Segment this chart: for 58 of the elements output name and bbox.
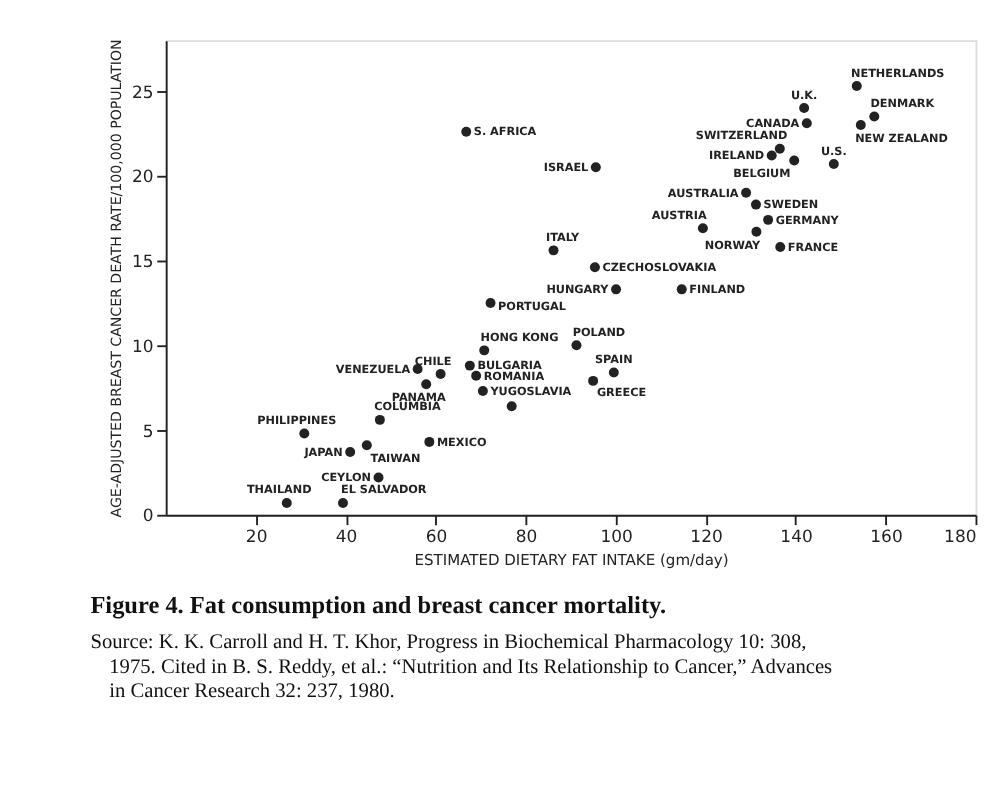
point (751, 226, 762, 237)
point (374, 414, 385, 425)
y-tick-label: 25 (131, 81, 154, 102)
point (435, 369, 446, 380)
point (589, 262, 600, 273)
text: Figure 4. Fat consumption and breast cancer mortality. (90, 590, 667, 619)
x-tick-label: 140 (780, 526, 813, 547)
point (299, 428, 310, 439)
point (477, 386, 488, 397)
point (608, 367, 619, 378)
point (461, 126, 472, 137)
point (801, 118, 812, 129)
y-tick-label: 0 (142, 505, 154, 526)
point (506, 401, 517, 412)
point (799, 103, 810, 113)
point (851, 80, 862, 91)
point (766, 150, 777, 161)
point (828, 158, 839, 169)
point (774, 143, 785, 154)
y-tick-label: 15 (131, 251, 154, 272)
point (412, 364, 423, 374)
point (611, 284, 622, 295)
x-tick-label: 160 (870, 526, 903, 547)
x-tick-label: 40 (335, 526, 358, 547)
x-tick-label: 100 (600, 526, 633, 547)
point (281, 497, 292, 508)
x-tick-label: 80 (515, 526, 538, 547)
point (869, 111, 880, 122)
x-tick-label: 60 (425, 526, 448, 547)
x-tick-label: 120 (690, 526, 723, 547)
x-axis-title: ESTIMATED DIETARY FAT INTAKE (gm/day) (414, 550, 729, 569)
point (548, 245, 559, 256)
point (464, 360, 475, 371)
x-tick-label: 180 (944, 526, 977, 547)
point (750, 199, 761, 210)
point (485, 297, 496, 308)
point (571, 340, 582, 351)
point (471, 370, 482, 381)
point (590, 162, 601, 173)
source-note: Source: K. K. Carroll and H. T. Khor, Progress in Biochemical Pharmacology 10: 308, 1975. Cited in B. S. Reddy, et al.: “Nutrition and Its Relationship to Cancer,” Advances in Cancer Research 32: 237, 1980. (90, 632, 833, 704)
point (421, 379, 432, 390)
point (741, 187, 752, 198)
point (855, 119, 866, 130)
y-tick-label: 10 (131, 335, 154, 356)
point (338, 497, 348, 508)
point (697, 223, 708, 234)
point (676, 284, 687, 295)
point (789, 155, 800, 166)
point (588, 375, 599, 386)
point (763, 214, 774, 225)
point (479, 345, 490, 356)
y-tick-label: 5 (142, 420, 154, 441)
point (361, 440, 372, 451)
point (424, 436, 435, 447)
x-tick-label: 20 (245, 526, 268, 547)
point (775, 242, 786, 252)
y-tick-label: 20 (131, 166, 154, 187)
point (345, 447, 356, 458)
